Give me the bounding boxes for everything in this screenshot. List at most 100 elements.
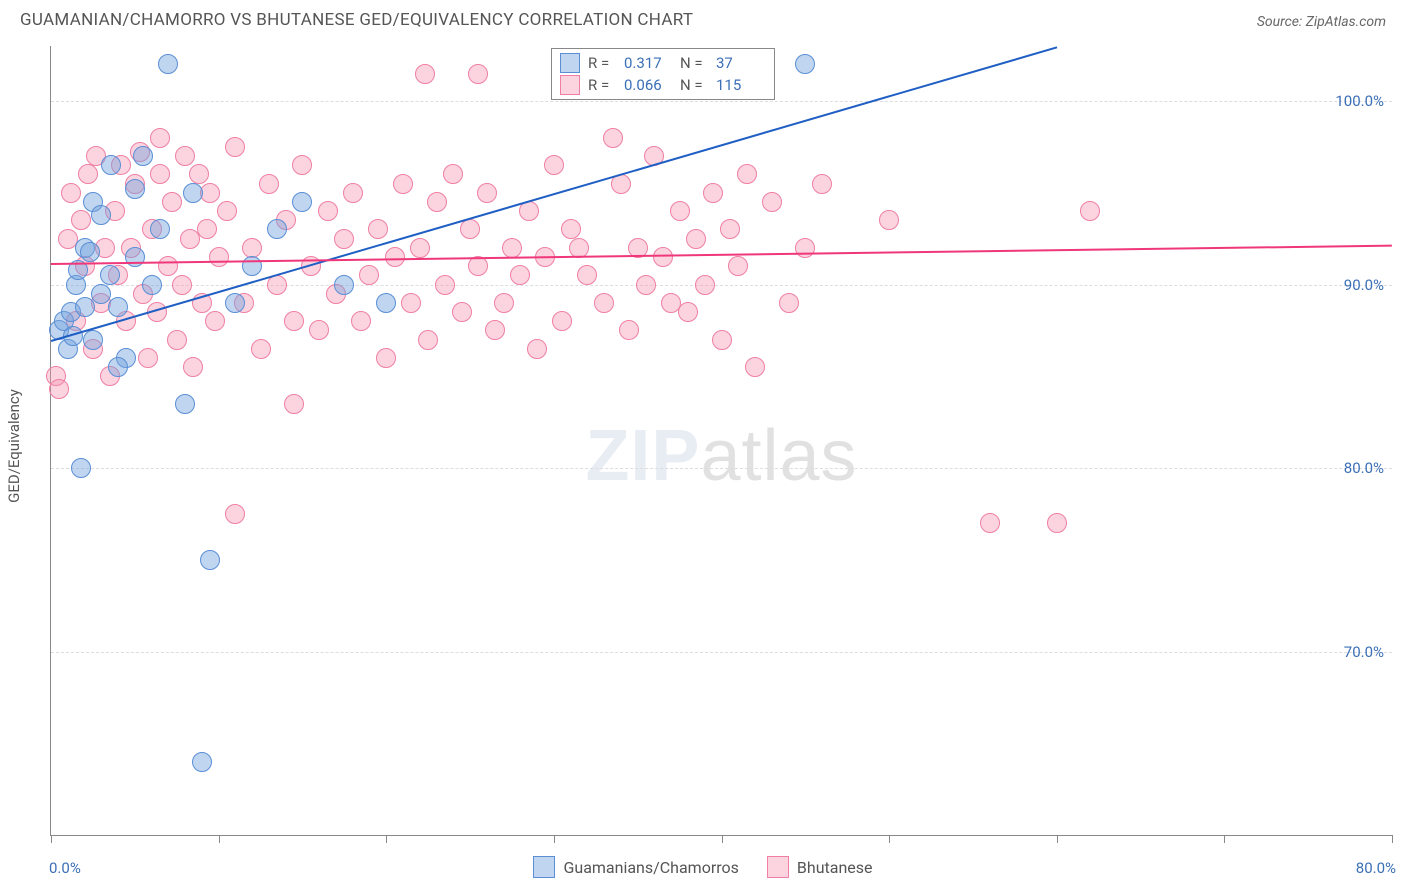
x-tick — [1392, 835, 1393, 843]
data-point — [653, 247, 673, 267]
data-point — [61, 183, 81, 203]
data-point — [594, 293, 614, 313]
x-tick — [219, 835, 220, 843]
x-tick — [722, 835, 723, 843]
data-point — [477, 183, 497, 203]
data-point — [101, 155, 121, 175]
chart-plot-area: ZIPatlas R =0.317N =37R =0.066N =115 70.… — [50, 46, 1392, 836]
data-point — [502, 238, 522, 258]
chart-title: GUAMANIAN/CHAMORRO VS BHUTANESE GED/EQUI… — [20, 10, 693, 30]
data-point — [175, 146, 195, 166]
data-point — [150, 219, 170, 239]
data-point — [812, 174, 832, 194]
data-point — [108, 357, 128, 377]
data-point — [225, 293, 245, 313]
data-point — [142, 275, 162, 295]
data-point — [510, 265, 530, 285]
data-point — [309, 320, 329, 340]
data-point — [712, 330, 732, 350]
data-point — [561, 219, 581, 239]
data-point — [183, 183, 203, 203]
data-point — [205, 311, 225, 331]
data-point — [292, 155, 312, 175]
legend-swatch — [533, 856, 555, 878]
data-point — [125, 179, 145, 199]
watermark-brand: ZIP — [585, 416, 700, 496]
data-point — [351, 311, 371, 331]
data-point — [100, 265, 120, 285]
data-point — [80, 242, 100, 262]
source-value: ZipAtlas.com — [1306, 14, 1386, 30]
data-point — [259, 174, 279, 194]
data-point — [418, 330, 438, 350]
data-point — [133, 146, 153, 166]
data-point — [779, 293, 799, 313]
stats-legend: R =0.317N =37R =0.066N =115 — [551, 48, 775, 100]
x-tick — [554, 835, 555, 843]
source-prefix: Source: — [1257, 14, 1306, 30]
data-point — [619, 320, 639, 340]
watermark-tail: atlas — [700, 416, 857, 496]
data-point — [150, 164, 170, 184]
gridline — [51, 285, 1392, 286]
data-point — [980, 513, 1000, 533]
n-value: 37 — [716, 52, 764, 74]
data-point — [162, 192, 182, 212]
data-point — [91, 205, 111, 225]
data-point — [292, 192, 312, 212]
data-point — [83, 330, 103, 350]
data-point — [636, 275, 656, 295]
source: Source: ZipAtlas.com — [1257, 11, 1386, 30]
data-point — [762, 192, 782, 212]
r-value: 0.317 — [624, 52, 672, 74]
data-point — [527, 339, 547, 359]
legend-item: Guamanians/Chamorros — [533, 856, 738, 878]
data-point — [138, 348, 158, 368]
data-point — [343, 183, 363, 203]
data-point — [284, 311, 304, 331]
data-point — [443, 164, 463, 184]
data-point — [368, 219, 388, 239]
data-point — [1047, 513, 1067, 533]
y-tick-label: 90.0% — [1344, 276, 1384, 294]
data-point — [678, 302, 698, 322]
data-point — [485, 320, 505, 340]
x-tick — [386, 835, 387, 843]
n-label: N = — [680, 74, 708, 96]
data-point — [728, 256, 748, 276]
data-point — [544, 155, 564, 175]
data-point — [359, 265, 379, 285]
y-tick-label: 70.0% — [1344, 643, 1384, 661]
n-label: N = — [680, 52, 708, 74]
x-tick — [1224, 835, 1225, 843]
data-point — [75, 297, 95, 317]
y-tick-label: 80.0% — [1344, 459, 1384, 477]
data-point — [737, 164, 757, 184]
data-point — [242, 238, 262, 258]
data-point — [267, 219, 287, 239]
data-point — [435, 275, 455, 295]
data-point — [552, 311, 572, 331]
data-point — [695, 275, 715, 295]
data-point — [225, 504, 245, 524]
legend-item: Bhutanese — [767, 856, 873, 878]
data-point — [720, 219, 740, 239]
data-point — [334, 275, 354, 295]
data-point — [410, 238, 430, 258]
data-point — [284, 394, 304, 414]
stats-legend-row: R = 0.317 N = 37 — [560, 52, 764, 74]
data-point — [197, 219, 217, 239]
data-point — [217, 201, 237, 221]
data-point — [879, 210, 899, 230]
data-point — [192, 752, 212, 772]
data-point — [703, 183, 723, 203]
data-point — [200, 550, 220, 570]
r-label: R = — [588, 52, 616, 74]
gridline — [51, 652, 1392, 653]
watermark: ZIPatlas — [585, 415, 857, 497]
data-point — [209, 247, 229, 267]
data-point — [1080, 201, 1100, 221]
n-value: 115 — [716, 74, 764, 96]
gridline — [51, 468, 1392, 469]
data-point — [427, 192, 447, 212]
